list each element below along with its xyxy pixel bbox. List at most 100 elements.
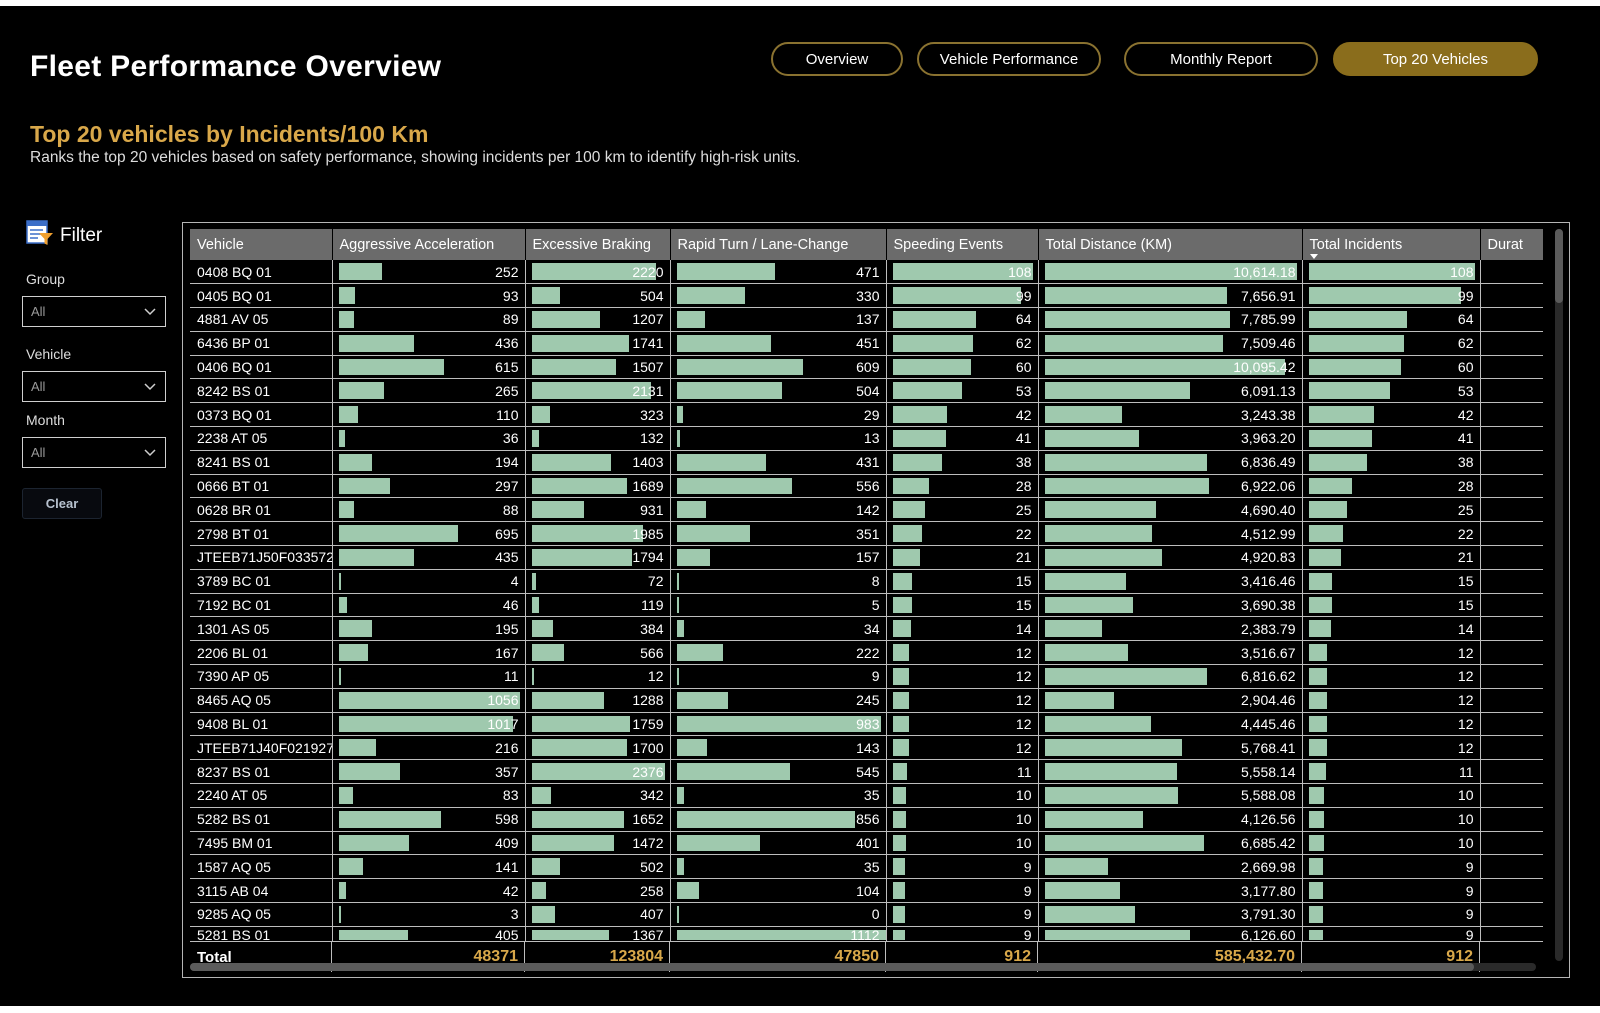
table-row[interactable]: 0628 BR 01 88 931 142 25 4,690.40 25	[190, 497, 1543, 523]
nav-overview-button[interactable]: Overview	[771, 42, 903, 76]
col-header-rapid-turn[interactable]: Rapid Turn / Lane-Change	[670, 229, 887, 260]
cell-value: 436	[495, 335, 519, 352]
month-dropdown[interactable]: All	[22, 437, 166, 468]
data-bar	[676, 334, 771, 352]
cell-value: 38	[1457, 454, 1474, 471]
cell-excessive_braking: 12	[525, 664, 671, 689]
cell-total_incidents: 14	[1302, 616, 1481, 642]
horizontal-scroll-thumb[interactable]	[190, 963, 1474, 971]
table-row[interactable]: 1587 AQ 05 141 502 35 9 2,669.98 9	[190, 854, 1543, 880]
table-row[interactable]: 7390 AP 05 11 12 9 12 6,816.62 12	[190, 664, 1543, 689]
table-row[interactable]: 2206 BL 01 167 566 222 12 3,516.67 12	[190, 640, 1543, 666]
cell-vehicle: 1301 AS 05	[190, 616, 333, 642]
table-row[interactable]: 9285 AQ 05 3 407 0 9 3,791.30 9	[190, 902, 1543, 927]
cell-speeding_events: 12	[886, 735, 1039, 761]
table-row[interactable]: 2240 AT 05 83 342 35 10 5,588.08 10	[190, 783, 1543, 808]
table-row[interactable]: 7192 BC 01 46 119 5 15 3,690.38 15	[190, 593, 1543, 618]
table-row[interactable]: 8242 BS 01 265 2131 504 53 6,091.13 53	[190, 378, 1543, 404]
cell-value: 41	[1457, 430, 1474, 447]
table-row[interactable]: 2238 AT 05 36 132 13 41 3,963.20 41	[190, 426, 1543, 451]
table-row[interactable]: 0666 BT 01 297 1689 556 28 6,922.06 28	[190, 474, 1543, 499]
cell-excessive_braking: 1472	[525, 831, 671, 856]
cell-duration	[1480, 331, 1543, 356]
vehicle-dropdown[interactable]: All	[22, 371, 166, 402]
table-row[interactable]: 8465 AQ 05 1056 1288 245 12 2,904.46 12	[190, 688, 1543, 713]
table-row[interactable]: 5281 BS 01 405 1367 1112 9 6,126.60 9	[190, 926, 1543, 944]
cell-excessive_braking: 72	[525, 569, 671, 594]
clear-filters-button[interactable]: Clear	[22, 488, 102, 519]
table-row[interactable]: 0405 BQ 01 93 504 330 99 7,656.91 99	[190, 283, 1543, 309]
col-header-speeding-events[interactable]: Speeding Events	[886, 229, 1039, 260]
data-bar	[338, 810, 441, 828]
cell-rapid_turn: 1112	[670, 926, 887, 944]
table-row[interactable]: 6436 BP 01 436 1741 451 62 7,509.46 62	[190, 331, 1543, 356]
cell-duration	[1480, 664, 1543, 689]
cell-value: 13	[863, 430, 880, 447]
cell-value: 609	[856, 359, 880, 376]
table-row[interactable]: JTEEB71J40F021927 216 1700 143 12 5,768.41 12	[190, 735, 1543, 761]
vertical-scrollbar[interactable]	[1555, 229, 1563, 961]
cell-excessive_braking: 258	[525, 878, 671, 904]
table-row[interactable]: 0408 BQ 01 252 2220 471 108 10,614.18 108	[190, 260, 1543, 285]
vertical-scroll-thumb[interactable]	[1555, 229, 1563, 303]
cell-aggressive_acceleration: 194	[332, 450, 526, 475]
data-bar	[531, 668, 534, 685]
cell-value: 9	[1023, 926, 1032, 943]
cell-value: 7,785.99	[1241, 311, 1296, 328]
data-bar	[892, 311, 976, 328]
table-row[interactable]: 2798 BT 01 695 1985 351 22 4,512.99 22	[190, 521, 1543, 547]
cell-value: 12	[647, 668, 664, 685]
table-row[interactable]: 5282 BS 01 598 1652 856 10 4,126.56 10	[190, 807, 1543, 832]
cell-value: 12	[1015, 644, 1032, 661]
cell-rapid_turn: 330	[670, 283, 887, 309]
table-row[interactable]: 7495 BM 01 409 1472 401 10 6,685.42 10	[190, 831, 1543, 856]
data-bar	[531, 572, 536, 590]
col-header-duration[interactable]: Durat	[1480, 229, 1543, 260]
table-row[interactable]: 1301 AS 05 195 384 34 14 2,383.79 14	[190, 616, 1543, 642]
cell-value: 2,669.98	[1241, 858, 1296, 875]
cell-duration	[1480, 593, 1543, 618]
data-bar	[1308, 334, 1404, 352]
cell-speeding_events: 60	[886, 355, 1039, 380]
nav-monthly-report-button[interactable]: Monthly Report	[1124, 42, 1318, 76]
table-row[interactable]: 3789 BC 01 4 72 8 15 3,416.46 15	[190, 569, 1543, 594]
cell-aggressive_acceleration: 93	[332, 283, 526, 309]
table-row[interactable]: 0373 BQ 01 110 323 29 42 3,243.38 42	[190, 402, 1543, 428]
data-bar	[1308, 906, 1323, 923]
group-dropdown[interactable]: All	[22, 296, 166, 327]
cell-speeding_events: 9	[886, 902, 1039, 927]
cell-vehicle: 2798 BT 01	[190, 521, 333, 547]
data-bar	[1044, 358, 1285, 376]
data-bar	[1044, 763, 1177, 781]
cell-speeding_events: 12	[886, 712, 1039, 737]
col-header-aggressive-acceleration[interactable]: Aggressive Acceleration	[332, 229, 526, 260]
col-header-total-distance[interactable]: Total Distance (KM)	[1038, 229, 1303, 260]
data-bar	[1044, 406, 1122, 424]
cell-aggressive_acceleration: 4	[332, 569, 526, 594]
table-row[interactable]: 3115 AB 04 42 258 104 9 3,177.80 9	[190, 878, 1543, 904]
table-row[interactable]: JTEEB71J50F033572 435 1794 157 21 4,920.83 21	[190, 545, 1543, 570]
horizontal-scrollbar[interactable]	[190, 963, 1536, 971]
table-row[interactable]: 9408 BL 01 1017 1759 983 12 4,445.46 12	[190, 712, 1543, 737]
cell-value: 132	[640, 430, 664, 447]
col-header-excessive-braking[interactable]: Excessive Braking	[525, 229, 671, 260]
cell-speeding_events: 22	[886, 521, 1039, 547]
table-row[interactable]: 8241 BS 01 194 1403 431 38 6,836.49 38	[190, 450, 1543, 475]
col-header-total-incidents[interactable]: Total Incidents	[1302, 229, 1481, 260]
col-header-vehicle[interactable]: Vehicle	[190, 229, 333, 260]
table-scroll-area[interactable]: Vehicle Aggressive Acceleration Excessiv…	[190, 229, 1543, 959]
table-row[interactable]: 0406 BQ 01 615 1507 609 60 10,095.42 60	[190, 355, 1543, 380]
cell-rapid_turn: 245	[670, 688, 887, 713]
cell-value: 21	[1015, 549, 1032, 566]
cell-vehicle: 8465 AQ 05	[190, 688, 333, 713]
cell-duration	[1480, 712, 1543, 737]
cell-value: 15	[1015, 573, 1032, 590]
cell-value: 35	[863, 858, 880, 875]
table-row[interactable]: 4881 AV 05 89 1207 137 64 7,785.99 64	[190, 307, 1543, 332]
cell-value: 297	[495, 478, 519, 495]
sort-descending-icon[interactable]	[1309, 254, 1318, 259]
nav-top20-vehicles-button[interactable]: Top 20 Vehicles	[1333, 42, 1538, 76]
nav-vehicle-performance-button[interactable]: Vehicle Performance	[917, 42, 1101, 76]
table-row[interactable]: 8237 BS 01 357 2376 545 11 5,558.14 11	[190, 759, 1543, 785]
data-bar	[1044, 311, 1230, 328]
